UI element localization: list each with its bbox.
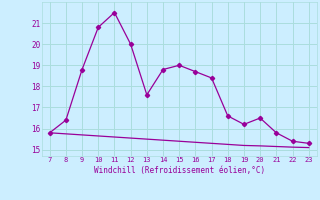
- X-axis label: Windchill (Refroidissement éolien,°C): Windchill (Refroidissement éolien,°C): [94, 166, 265, 175]
